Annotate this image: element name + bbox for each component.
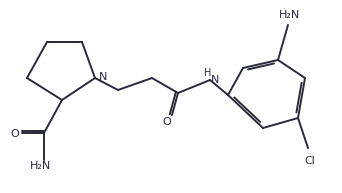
Text: O: O xyxy=(11,129,19,139)
Text: H: H xyxy=(204,68,212,78)
Text: N: N xyxy=(99,72,107,82)
Text: H₂N: H₂N xyxy=(30,161,51,171)
Text: H₂N: H₂N xyxy=(279,10,301,20)
Text: O: O xyxy=(163,117,171,127)
Text: Cl: Cl xyxy=(305,156,315,166)
Text: N: N xyxy=(211,75,219,85)
